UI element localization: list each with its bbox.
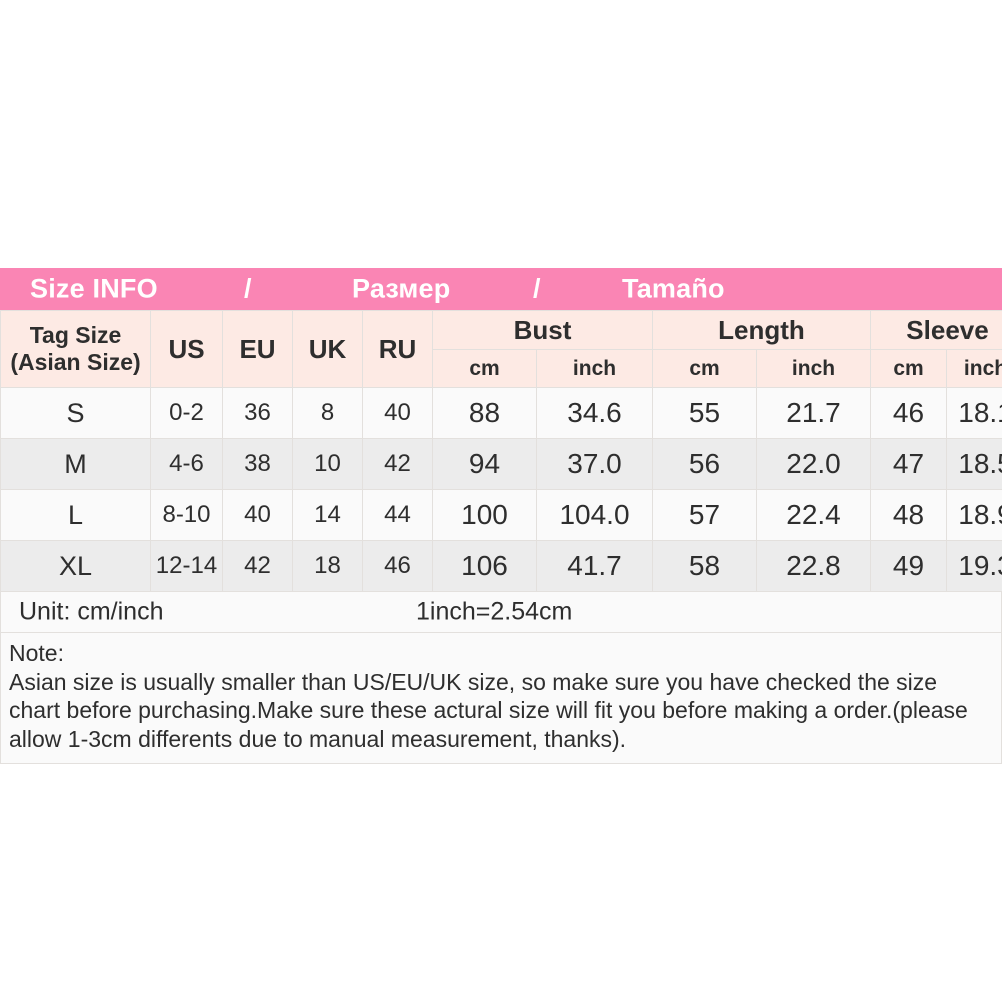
cell-sleeve-inch: 18.1 xyxy=(946,387,1002,439)
cell-length-cm: 57 xyxy=(652,489,757,541)
size-chart: Size INFO / Размер / Tamaño Tag Size (As… xyxy=(0,268,1002,765)
cell-eu: 42 xyxy=(222,540,293,592)
header-length-inch: inch xyxy=(756,349,871,388)
table-row: M 4-6 38 10 42 94 37.0 56 22.0 47 18.5 xyxy=(0,438,1002,490)
header-us: US xyxy=(150,310,223,388)
header-tag-size: Tag Size (Asian Size) xyxy=(0,310,151,388)
header-tag-size-line2: (Asian Size) xyxy=(10,349,141,375)
title-size-info: Size INFO xyxy=(30,273,158,304)
cell-tag: XL xyxy=(0,540,151,592)
cell-uk: 10 xyxy=(292,438,363,490)
header-sleeve-cm: cm xyxy=(870,349,947,388)
title-separator-1: / xyxy=(244,273,252,304)
header-length: Length xyxy=(652,310,871,350)
cell-length-inch: 21.7 xyxy=(756,387,871,439)
cell-sleeve-inch: 18.5 xyxy=(946,438,1002,490)
cell-length-inch: 22.0 xyxy=(756,438,871,490)
header-sleeve-inch: inch xyxy=(946,349,1002,388)
header-group-row: Tag Size (Asian Size) US EU UK RU Bust L… xyxy=(0,310,1002,388)
header-bust-cm: cm xyxy=(432,349,537,388)
cell-length-cm: 55 xyxy=(652,387,757,439)
cell-bust-cm: 100 xyxy=(432,489,537,541)
size-table: Tag Size (Asian Size) US EU UK RU Bust L… xyxy=(0,310,1002,592)
cell-ru: 46 xyxy=(362,540,433,592)
cell-length-inch: 22.8 xyxy=(756,540,871,592)
title-band: Size INFO / Размер / Tamaño xyxy=(0,268,1002,310)
note-heading: Note: xyxy=(9,640,64,666)
header-bust: Bust xyxy=(432,310,653,350)
header-length-cm: cm xyxy=(652,349,757,388)
cell-bust-cm: 106 xyxy=(432,540,537,592)
cell-us: 8-10 xyxy=(150,489,223,541)
header-uk: UK xyxy=(292,310,363,388)
title-razmer: Размер xyxy=(352,273,451,304)
unit-conversion: 1inch=2.54cm xyxy=(416,597,573,626)
cell-uk: 18 xyxy=(292,540,363,592)
note-body: Asian size is usually smaller than US/EU… xyxy=(9,668,968,752)
cell-sleeve-inch: 19.3 xyxy=(946,540,1002,592)
cell-eu: 40 xyxy=(222,489,293,541)
header-ru: RU xyxy=(362,310,433,388)
cell-length-cm: 58 xyxy=(652,540,757,592)
title-tamano: Tamaño xyxy=(622,273,725,304)
cell-bust-cm: 88 xyxy=(432,387,537,439)
cell-length-inch: 22.4 xyxy=(756,489,871,541)
cell-bust-cm: 94 xyxy=(432,438,537,490)
cell-bust-inch: 104.0 xyxy=(536,489,653,541)
table-body: S 0-2 36 8 40 88 34.6 55 21.7 46 18.1 M … xyxy=(0,387,1002,592)
cell-us: 12-14 xyxy=(150,540,223,592)
cell-ru: 44 xyxy=(362,489,433,541)
table-header: Tag Size (Asian Size) US EU UK RU Bust L… xyxy=(0,310,1002,388)
unit-label: Unit: cm/inch xyxy=(19,597,164,626)
header-tag-size-line1: Tag Size xyxy=(29,322,122,349)
header-eu: EU xyxy=(222,310,293,388)
cell-bust-inch: 41.7 xyxy=(536,540,653,592)
cell-ru: 40 xyxy=(362,387,433,439)
cell-eu: 36 xyxy=(222,387,293,439)
header-sleeve: Sleeve xyxy=(870,310,1002,350)
cell-eu: 38 xyxy=(222,438,293,490)
table-row: S 0-2 36 8 40 88 34.6 55 21.7 46 18.1 xyxy=(0,387,1002,439)
cell-us: 0-2 xyxy=(150,387,223,439)
cell-tag: L xyxy=(0,489,151,541)
cell-us: 4-6 xyxy=(150,438,223,490)
cell-sleeve-cm: 49 xyxy=(870,540,947,592)
cell-ru: 42 xyxy=(362,438,433,490)
cell-tag: S xyxy=(0,387,151,439)
cell-sleeve-inch: 18.9 xyxy=(946,489,1002,541)
cell-bust-inch: 37.0 xyxy=(536,438,653,490)
table-row: L 8-10 40 14 44 100 104.0 57 22.4 48 18.… xyxy=(0,489,1002,541)
unit-row: Unit: cm/inch 1inch=2.54cm xyxy=(0,592,1002,633)
header-unit-row: cm inch cm inch cm inch xyxy=(1,349,1002,388)
cell-uk: 8 xyxy=(292,387,363,439)
cell-sleeve-cm: 47 xyxy=(870,438,947,490)
cell-uk: 14 xyxy=(292,489,363,541)
table-row: XL 12-14 42 18 46 106 41.7 58 22.8 49 19… xyxy=(0,540,1002,592)
title-separator-2: / xyxy=(533,273,541,304)
cell-tag: M xyxy=(0,438,151,490)
note-block: Note: Asian size is usually smaller than… xyxy=(0,633,1002,765)
cell-length-cm: 56 xyxy=(652,438,757,490)
header-bust-inch: inch xyxy=(536,349,653,388)
cell-bust-inch: 34.6 xyxy=(536,387,653,439)
cell-sleeve-cm: 46 xyxy=(870,387,947,439)
cell-sleeve-cm: 48 xyxy=(870,489,947,541)
